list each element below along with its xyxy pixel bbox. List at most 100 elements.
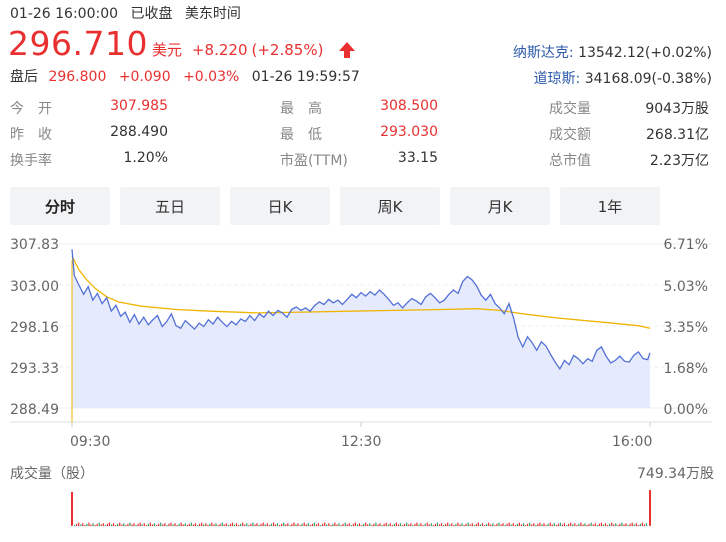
volume-bar xyxy=(543,523,545,526)
volume-bar xyxy=(279,525,281,526)
volume-bar xyxy=(545,525,547,526)
volume-bars xyxy=(74,522,648,526)
volume-bar xyxy=(80,524,82,526)
volume-bar xyxy=(566,525,568,526)
volume-bar xyxy=(397,524,400,526)
volume-bar xyxy=(295,524,297,526)
volume-bar xyxy=(160,522,162,526)
y-right-tick: 1.68% xyxy=(664,361,708,377)
volume-bar xyxy=(231,522,233,526)
volume-bar xyxy=(117,523,119,526)
index-name: 道琼斯: xyxy=(533,71,581,87)
volume-bar xyxy=(137,523,139,526)
volume-bar xyxy=(500,524,502,526)
volume-bar xyxy=(436,522,438,526)
volume-bar xyxy=(190,522,192,526)
volume-bar xyxy=(615,523,617,526)
volume-bar xyxy=(227,525,229,526)
volume-bar xyxy=(346,524,348,526)
volume-bar xyxy=(166,525,168,526)
volume-bar xyxy=(276,523,279,526)
volume-bar xyxy=(184,523,186,526)
tab-one-year[interactable]: 1年 xyxy=(560,187,660,225)
currency-label: 美元 xyxy=(151,41,182,59)
volume-bar xyxy=(301,523,303,526)
volume-bar xyxy=(414,523,416,526)
volume-bar xyxy=(643,524,646,526)
volume-bar xyxy=(604,523,607,526)
volume-bar xyxy=(326,524,328,526)
volume-bar xyxy=(627,525,629,526)
volume-bar xyxy=(305,524,307,526)
after-hours-change: +0.090 xyxy=(118,69,171,85)
after-hours-price: 296.800 xyxy=(48,69,107,85)
volume-bar xyxy=(541,524,543,526)
y-left-tick: 288.49 xyxy=(10,402,59,418)
volume-bar xyxy=(256,523,258,526)
volume-bar xyxy=(453,525,455,526)
volume-bar xyxy=(621,522,623,526)
tab-five-day[interactable]: 五日 xyxy=(120,187,220,225)
volume-bar xyxy=(303,522,305,526)
index-value: 34168.09(-0.38%) xyxy=(584,71,712,87)
volume-bar xyxy=(563,523,566,526)
tab-monthly-k[interactable]: 月K xyxy=(450,187,550,225)
price-area-fill xyxy=(72,249,650,408)
volume-bar xyxy=(223,524,225,526)
market-status: 已收盘 xyxy=(130,6,173,22)
volume-bar xyxy=(584,523,586,526)
volume-bar xyxy=(336,524,338,526)
volume-bar xyxy=(639,523,641,526)
tab-weekly-k[interactable]: 周K xyxy=(340,187,440,225)
tab-intraday[interactable]: 分时 xyxy=(10,187,110,225)
volume-bar xyxy=(221,522,223,526)
volume-bar xyxy=(379,523,381,526)
volume-bar xyxy=(272,522,275,526)
y-left-tick: 303.00 xyxy=(10,279,59,295)
volume-bar xyxy=(631,522,633,526)
volume-bar xyxy=(367,524,369,526)
index-nasdaq[interactable]: 纳斯达克: 13542.12(+0.02%) xyxy=(513,42,712,62)
volume-bar xyxy=(418,524,420,526)
volume-bar xyxy=(529,522,531,526)
volume-bar xyxy=(309,525,311,526)
stat-label: 成交额 xyxy=(549,127,591,143)
volume-bar xyxy=(283,522,285,526)
volume-bar xyxy=(289,525,291,526)
volume-bar xyxy=(317,523,320,526)
volume-bar xyxy=(596,525,598,526)
volume-bar xyxy=(258,525,260,526)
volume-bar xyxy=(170,522,172,526)
volume-bar xyxy=(512,523,514,526)
tab-daily-k[interactable]: 日K xyxy=(230,187,330,225)
volume-bar xyxy=(557,523,559,526)
volume-bar xyxy=(428,524,430,526)
volume-bar xyxy=(525,525,527,526)
intraday-price-chart[interactable]: 307.83 303.00 298.16 293.33 288.49 6.71%… xyxy=(0,230,726,460)
index-dow[interactable]: 道琼斯: 34168.09(-0.38%) xyxy=(534,68,712,88)
volume-bar xyxy=(311,523,313,526)
stat-label: 昨 收 xyxy=(10,127,52,143)
volume-bar xyxy=(361,525,363,526)
volume-bar xyxy=(262,522,264,526)
volume-bar xyxy=(590,522,592,526)
volume-bar xyxy=(332,523,334,526)
volume-bar xyxy=(96,523,98,526)
volume-bar xyxy=(445,523,447,526)
volume-bar xyxy=(533,523,535,526)
volume-chart[interactable] xyxy=(0,482,726,542)
volume-bar xyxy=(313,522,315,526)
volume-bar xyxy=(625,523,627,526)
volume-bar xyxy=(371,525,373,526)
volume-bar xyxy=(352,523,354,526)
volume-bar xyxy=(88,522,90,526)
volume-bar xyxy=(508,522,510,526)
volume-bar xyxy=(285,524,287,526)
volume-bar xyxy=(123,523,125,526)
volume-bar xyxy=(570,522,572,526)
volume-bar xyxy=(510,524,512,526)
volume-bar xyxy=(393,523,395,526)
volume-bar xyxy=(260,523,262,526)
volume-bar xyxy=(94,525,96,526)
quote-datetime: 01-26 16:00:00 xyxy=(10,6,119,22)
